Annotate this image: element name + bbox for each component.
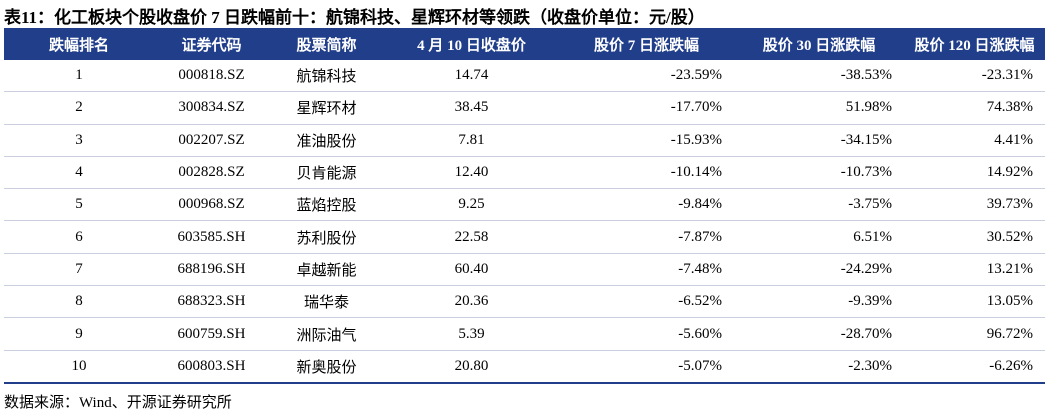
table-cell: 13.05% — [904, 285, 1045, 319]
table-cell: 贝肯能源 — [269, 156, 384, 190]
header-cell: 股价 30 日涨跌幅 — [734, 28, 904, 60]
table-title: 表11：化工板块个股收盘价 7 日跌幅前十：航锦科技、星辉环材等领跌（收盘价单位… — [4, 8, 705, 27]
table-cell: 51.98% — [734, 91, 904, 125]
table-row: 9 600759.SH 洲际油气 5.39 -5.60% -28.70% 96.72% — [4, 317, 1045, 351]
table-cell: 6.51% — [734, 220, 904, 254]
table-cell: 20.80 — [384, 350, 559, 384]
table-cell: 96.72% — [904, 317, 1045, 351]
table-cell: -2.30% — [734, 350, 904, 384]
table-cell: 600803.SH — [154, 350, 269, 384]
table-cell: 13.21% — [904, 253, 1045, 287]
table-row: 4 002828.SZ 贝肯能源 12.40 -10.14% -10.73% 14.92% — [4, 156, 1045, 190]
header-cell: 股价 120 日涨跌幅 — [904, 28, 1045, 60]
table-cell: 8 — [4, 285, 154, 319]
header-cell: 股价 7 日涨跌幅 — [559, 28, 734, 60]
table-cell: -9.84% — [559, 188, 734, 222]
table-cell: 14.92% — [904, 156, 1045, 190]
table-cell: 14.74 — [384, 60, 559, 93]
table-cell: 600759.SH — [154, 317, 269, 351]
table-cell: 瑞华泰 — [269, 285, 384, 319]
table-cell: -5.60% — [559, 317, 734, 351]
table-cell: 000968.SZ — [154, 188, 269, 222]
table-cell: 卓越新能 — [269, 253, 384, 287]
table-cell: -7.87% — [559, 220, 734, 254]
table-cell: -24.29% — [734, 253, 904, 287]
table-cell: -3.75% — [734, 188, 904, 222]
table-cell: 5 — [4, 188, 154, 222]
header-cell: 股票简称 — [269, 28, 384, 60]
table-cell: -10.14% — [559, 156, 734, 190]
table-cell: -23.31% — [904, 60, 1045, 93]
table-cell: 39.73% — [904, 188, 1045, 222]
header-cell: 证券代码 — [154, 28, 269, 60]
table-cell: 002828.SZ — [154, 156, 269, 190]
table-cell: 4.41% — [904, 124, 1045, 157]
table-cell: 苏利股份 — [269, 220, 384, 254]
table-cell: 22.58 — [384, 220, 559, 254]
table-cell: 7 — [4, 253, 154, 287]
table-cell: 7.81 — [384, 124, 559, 157]
table-cell: 航锦科技 — [269, 60, 384, 93]
table-cell: 4 — [4, 156, 154, 190]
table-cell: -7.48% — [559, 253, 734, 287]
table-cell: 星辉环材 — [269, 91, 384, 125]
table-cell: 688196.SH — [154, 253, 269, 287]
table-row: 3 002207.SZ 准油股份 7.81 -15.93% -34.15% 4.41% — [4, 124, 1045, 157]
table-cell: 603585.SH — [154, 220, 269, 254]
table-cell: 30.52% — [904, 220, 1045, 254]
table-cell: -38.53% — [734, 60, 904, 93]
table-cell: -23.59% — [559, 60, 734, 93]
table-cell: 74.38% — [904, 91, 1045, 125]
table-cell: -28.70% — [734, 317, 904, 351]
table-cell: -6.26% — [904, 350, 1045, 384]
table-cell: 5.39 — [384, 317, 559, 351]
table-cell: 新奥股份 — [269, 350, 384, 384]
table-cell: 1 — [4, 60, 154, 93]
table-cell: 3 — [4, 124, 154, 157]
table-row: 5 000968.SZ 蓝焰控股 9.25 -9.84% -3.75% 39.73% — [4, 188, 1045, 222]
table-cell: -5.07% — [559, 350, 734, 384]
table-cell: 300834.SZ — [154, 91, 269, 125]
table-body: 1 000818.SZ 航锦科技 14.74 -23.59% -38.53% -23.31%… — [4, 60, 1045, 384]
table-cell: 6 — [4, 220, 154, 254]
table-cell: -34.15% — [734, 124, 904, 157]
table-cell: -9.39% — [734, 285, 904, 319]
table-cell: -17.70% — [559, 91, 734, 125]
table-row: 6 603585.SH 苏利股份 22.58 -7.87% 6.51% 30.52% — [4, 220, 1045, 254]
table-cell: 20.36 — [384, 285, 559, 319]
table-cell: -6.52% — [559, 285, 734, 319]
table-cell: 000818.SZ — [154, 60, 269, 93]
table-cell: 洲际油气 — [269, 317, 384, 351]
table-cell: 蓝焰控股 — [269, 188, 384, 222]
table-row: 10 600803.SH 新奥股份 20.80 -5.07% -2.30% -6.26% — [4, 350, 1045, 384]
table-cell: 38.45 — [384, 91, 559, 125]
table-cell: 688323.SH — [154, 285, 269, 319]
table-cell: 9 — [4, 317, 154, 351]
header-cell: 4 月 10 日收盘价 — [384, 28, 559, 60]
table-row: 8 688323.SH 瑞华泰 20.36 -6.52% -9.39% 13.05% — [4, 285, 1045, 319]
table-row: 7 688196.SH 卓越新能 60.40 -7.48% -24.29% 13.21% — [4, 253, 1045, 287]
header-row: 跌幅排名 证券代码 股票简称 4 月 10 日收盘价 股价 7 日涨跌幅 股价 30 日涨… — [4, 28, 1045, 60]
table-row: 1 000818.SZ 航锦科技 14.74 -23.59% -38.53% -23.31% — [4, 60, 1045, 93]
table-row: 2 300834.SZ 星辉环材 38.45 -17.70% 51.98% 74.38% — [4, 91, 1045, 125]
table-cell: 10 — [4, 350, 154, 384]
table-cell: 60.40 — [384, 253, 559, 287]
table-cell: 2 — [4, 91, 154, 125]
header-cell: 跌幅排名 — [4, 28, 154, 60]
table-cell: -10.73% — [734, 156, 904, 190]
table-cell: 12.40 — [384, 156, 559, 190]
table-cell: 002207.SZ — [154, 124, 269, 157]
data-table: 跌幅排名 证券代码 股票简称 4 月 10 日收盘价 股价 7 日涨跌幅 股价 30 日涨… — [4, 28, 1045, 384]
table-cell: 9.25 — [384, 188, 559, 222]
table-cell: 准油股份 — [269, 124, 384, 157]
source-note: 数据来源：Wind、开源证券研究所 — [4, 395, 232, 411]
table-cell: -15.93% — [559, 124, 734, 157]
